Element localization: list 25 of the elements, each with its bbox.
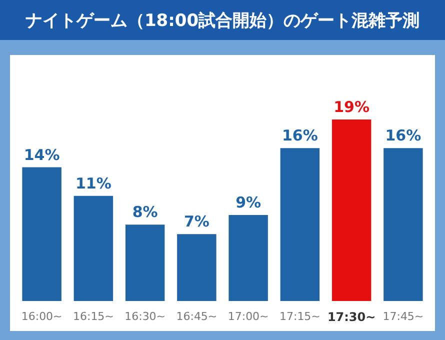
- x-tick-label: 16:15~: [72, 310, 114, 323]
- bar: [228, 215, 268, 301]
- x-tick-label: 17:30~: [327, 310, 376, 324]
- x-tick-label: 17:45~: [382, 310, 424, 323]
- bar: [280, 148, 320, 301]
- x-tick-label: 16:00~: [21, 310, 62, 323]
- bar: [74, 196, 114, 301]
- x-tick-label: 17:15~: [279, 310, 320, 323]
- bar: [177, 234, 216, 301]
- chart-title: ナイトゲーム（18:00試合開始）のゲート混雑予測: [0, 0, 445, 40]
- x-tick-label: 16:45~: [176, 310, 218, 323]
- bar: [125, 224, 165, 301]
- bar: [22, 167, 62, 301]
- data-label: 16%: [282, 126, 318, 145]
- data-label: 19%: [334, 98, 370, 116]
- data-label: 8%: [132, 203, 158, 222]
- data-label: 9%: [236, 194, 262, 212]
- x-tick-label: 17:00~: [228, 310, 269, 323]
- bar: [332, 119, 372, 301]
- data-label: 14%: [24, 146, 60, 164]
- data-label: 7%: [184, 212, 210, 231]
- data-label: 11%: [75, 174, 112, 192]
- data-label: 16%: [385, 126, 422, 145]
- bar: [384, 148, 423, 301]
- x-tick-label: 16:30~: [124, 310, 166, 323]
